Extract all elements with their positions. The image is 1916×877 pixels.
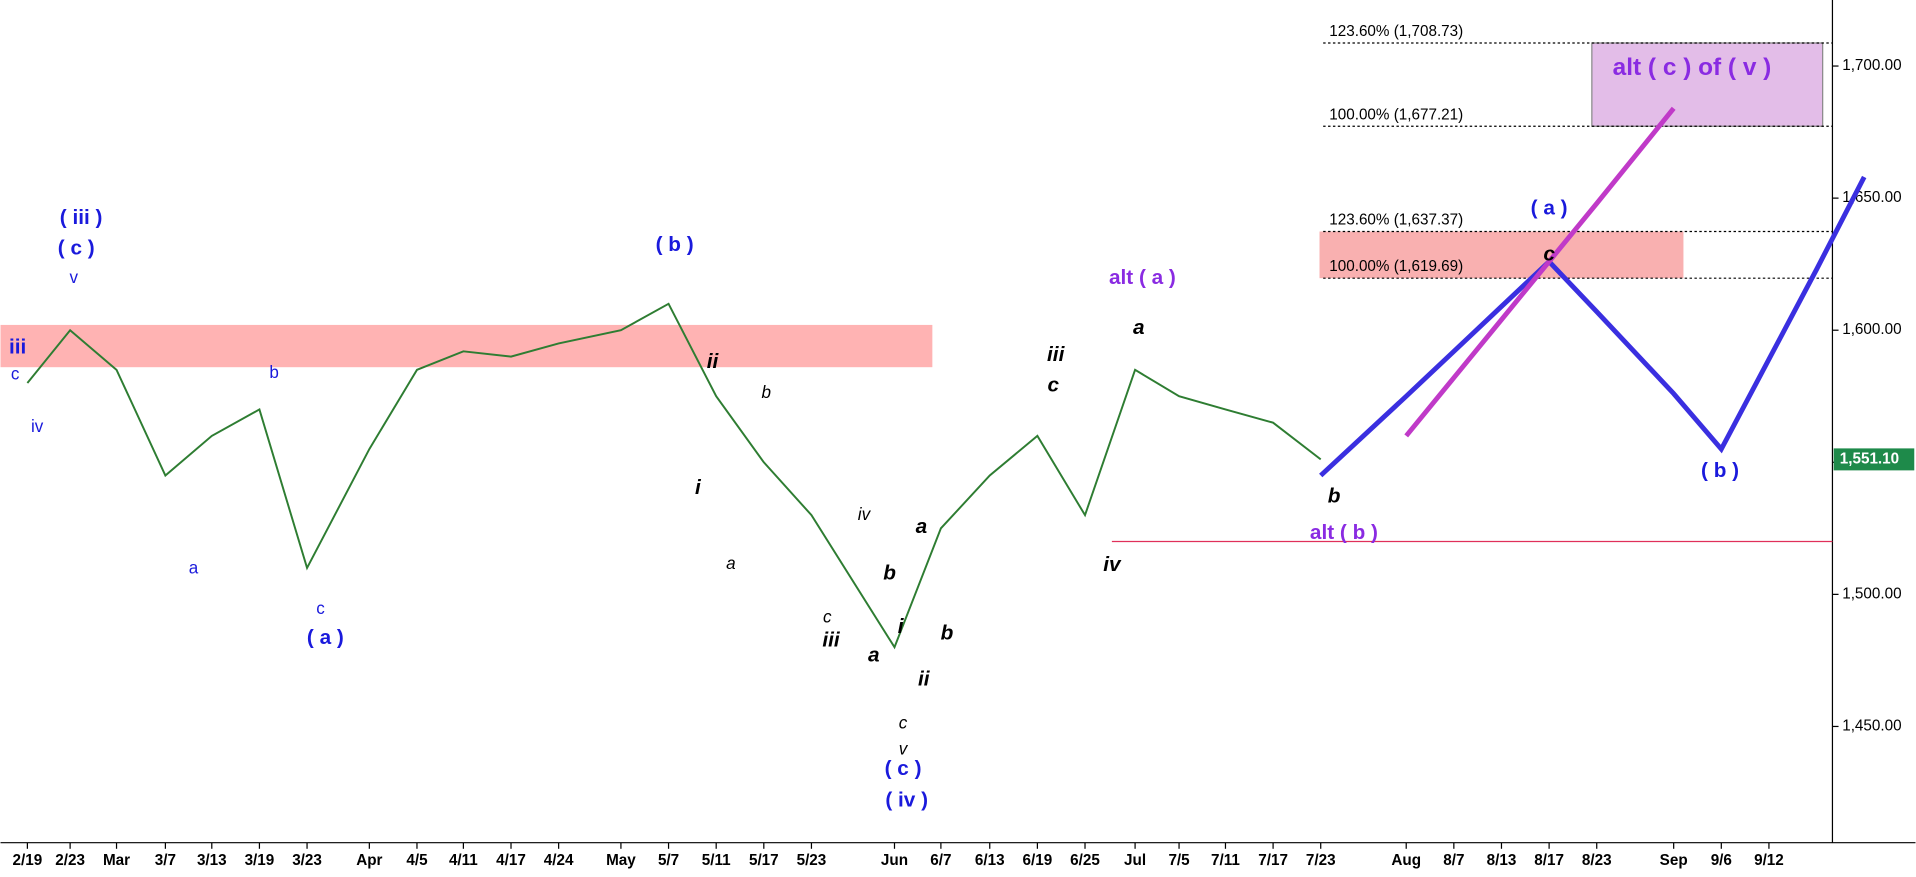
y-tick-label: 1,450.00	[1842, 717, 1901, 734]
x-tick-label: Jun	[881, 852, 908, 869]
fib-label: 123.60% (1,708.73)	[1329, 23, 1463, 40]
wave-label: c	[1543, 243, 1555, 266]
wave-label: ( iv )	[885, 789, 928, 812]
x-tick-label: 5/7	[658, 852, 679, 869]
x-tick-label: Apr	[356, 852, 382, 869]
x-tick-label: 4/17	[496, 852, 526, 869]
x-tick-label: 5/11	[702, 852, 731, 869]
wave-label: iv	[1103, 553, 1122, 576]
wave-label: b	[941, 621, 954, 644]
x-tick-label: 6/25	[1070, 852, 1100, 869]
x-tick-label: 8/13	[1487, 852, 1517, 869]
wave-label: c	[11, 364, 20, 383]
x-tick-label: Sep	[1660, 852, 1688, 869]
wave-label: alt ( c ) of ( v )	[1613, 54, 1772, 81]
wave-label: b	[883, 561, 896, 584]
fib-label: 100.00% (1,619.69)	[1329, 258, 1463, 275]
x-tick-label: 3/19	[245, 852, 275, 869]
fib-label: 100.00% (1,677.21)	[1329, 106, 1463, 123]
wave-label: c	[899, 714, 908, 733]
x-tick-label: 6/19	[1023, 852, 1053, 869]
x-tick-label: 7/23	[1306, 852, 1336, 869]
wave-label: iii	[9, 336, 26, 359]
wave-label: ( a )	[1531, 196, 1568, 219]
wave-label: b	[269, 363, 279, 382]
y-tick-label: 1,500.00	[1842, 585, 1901, 602]
wave-label: c	[823, 607, 832, 626]
x-tick-label: 9/12	[1754, 852, 1784, 869]
x-tick-label: 2/19	[13, 852, 43, 869]
wave-label: b	[762, 383, 772, 402]
series-line	[26, 302, 1322, 650]
x-tick-label: Mar	[103, 852, 130, 869]
x-tick-label: 2/23	[55, 852, 85, 869]
fib-label: 123.60% (1,637.37)	[1329, 212, 1463, 229]
x-tick-label: 4/24	[544, 852, 574, 869]
wave-label: ( c )	[58, 237, 95, 260]
wave-label: ii	[707, 350, 720, 373]
zone	[1591, 42, 1824, 127]
wave-label: v	[70, 268, 79, 287]
wave-label: alt ( b )	[1310, 521, 1378, 544]
wave-label: ( iii )	[60, 206, 103, 229]
wave-label: a	[916, 515, 928, 538]
x-tick-label: 7/11	[1211, 852, 1240, 869]
x-tick-label: 4/5	[406, 852, 428, 869]
x-tick-label: 3/13	[197, 852, 227, 869]
wave-label: ( b )	[656, 233, 694, 256]
wave-label: ii	[918, 668, 931, 691]
y-tick-label: 1,600.00	[1842, 321, 1901, 338]
wave-label: iii	[822, 629, 841, 652]
series-line	[1404, 106, 1676, 438]
wave-label: c	[316, 599, 325, 618]
wave-label: v	[899, 739, 909, 758]
wave-label: i	[898, 615, 905, 638]
wave-label: a	[726, 554, 736, 573]
x-tick-label: May	[606, 852, 636, 869]
x-tick-label: 6/7	[930, 852, 951, 869]
wave-label: a	[189, 559, 199, 578]
wave-label: iv	[31, 417, 44, 436]
wave-label: b	[1328, 485, 1341, 508]
x-tick-label: 9/6	[1711, 852, 1732, 869]
x-tick-label: 6/13	[975, 852, 1005, 869]
x-tick-label: Jul	[1124, 852, 1146, 869]
x-tick-label: Aug	[1391, 852, 1421, 869]
series-line	[1319, 175, 1867, 478]
x-tick-label: 7/5	[1168, 852, 1190, 869]
wave-label: c	[1047, 373, 1059, 396]
x-tick-label: 4/11	[449, 852, 478, 869]
wave-label: iv	[858, 505, 872, 524]
wave-label: ( a )	[307, 626, 344, 649]
wave-label: alt ( a )	[1109, 266, 1176, 289]
wave-label: a	[868, 643, 880, 666]
x-tick-label: 8/17	[1534, 852, 1564, 869]
last-price: 1,551.10	[1833, 448, 1915, 471]
wave-label: ( b )	[1701, 459, 1739, 482]
x-tick-label: 3/7	[155, 852, 176, 869]
wave-label: i	[695, 476, 702, 499]
x-tick-label: 3/23	[292, 852, 322, 869]
wave-label: a	[1133, 316, 1145, 339]
x-tick-label: 8/23	[1582, 852, 1612, 869]
x-tick-label: 7/17	[1258, 852, 1288, 869]
x-tick-label: 5/17	[749, 852, 779, 869]
zone	[1319, 231, 1684, 279]
y-tick-label: 1,700.00	[1842, 57, 1901, 74]
wave-label: iii	[1047, 343, 1066, 366]
zone	[0, 324, 933, 368]
x-tick-label: 5/23	[797, 852, 827, 869]
wave-label: ( c )	[885, 757, 922, 780]
x-tick-label: 8/7	[1443, 852, 1464, 869]
last-price-box	[1833, 448, 1915, 471]
last-price-label: 1,551.10	[1840, 450, 1899, 467]
